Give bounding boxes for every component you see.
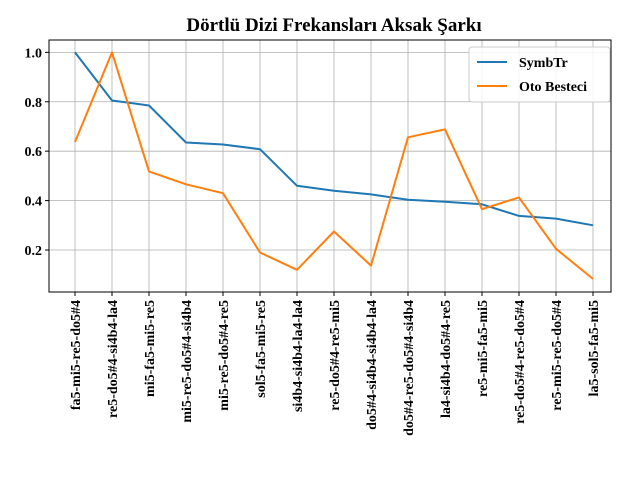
legend-label: Oto Besteci — [519, 80, 587, 95]
legend-label: SymbTr — [519, 56, 568, 71]
x-tick-label: si4b4-si4b4-la4-la4 — [291, 300, 306, 412]
x-tick-label: sol5-fa5-mi5-re5 — [254, 300, 269, 398]
x-tick-label: re5-mi5-re5-do5#4 — [550, 300, 565, 411]
x-tick-label: do5#4-si4b4-si4b4-la4 — [365, 300, 380, 430]
x-tick-label: do5#4-re5-do5#4-si4b4 — [402, 300, 417, 436]
x-tick-label: mi5-fa5-mi5-re5 — [143, 300, 158, 397]
x-tick-label: mi5-re5-do5#4-re5 — [217, 300, 232, 411]
y-tick-label: 0.8 — [25, 96, 43, 111]
x-tick-label: fa5-mi5-re5-do5#4 — [69, 300, 84, 410]
y-tick-label: 0.6 — [25, 145, 43, 160]
x-tick-label: la5-sol5-fa5-mi5 — [587, 300, 602, 396]
y-tick-label: 1.0 — [25, 46, 43, 61]
x-tick-label: la4-si4b4-do5#4-re5 — [439, 300, 454, 418]
x-tick-label: re5-do5#4-si4b4-la4 — [106, 300, 121, 418]
y-tick-label: 0.4 — [25, 195, 43, 210]
chart-title: Dörtlü Dizi Frekansları Aksak Şarkı — [186, 15, 481, 36]
x-tick-label: re5-do5#4-re5-do5#4 — [513, 300, 528, 424]
x-tick-label: re5-do5#4-re5-mi5 — [328, 300, 343, 411]
y-tick-label: 0.2 — [25, 244, 43, 259]
x-tick-label: mi5-re5-do5#4-si4b4 — [180, 300, 195, 423]
x-tick-label: re5-mi5-fa5-mi5 — [476, 300, 491, 397]
